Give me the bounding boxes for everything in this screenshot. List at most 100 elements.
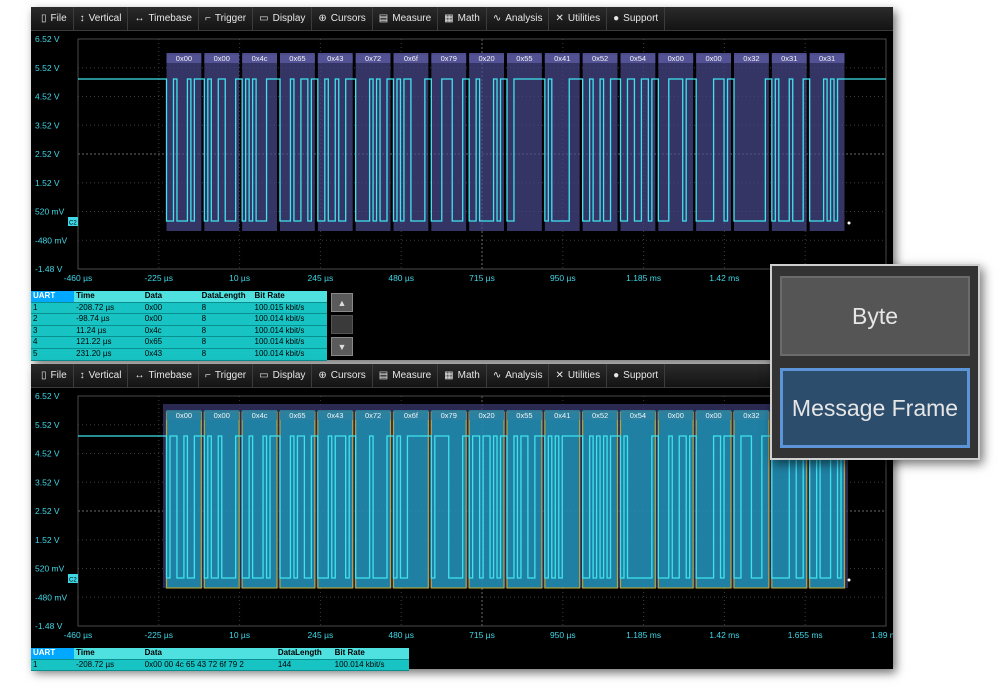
menu-label: Utilities (567, 13, 601, 24)
menu-trigger[interactable]: ⌐ Trigger (199, 6, 254, 31)
byte-segment[interactable]: 0x00 (658, 53, 694, 231)
byte-segment[interactable]: 0x54 (619, 410, 656, 589)
column-header[interactable]: UART (31, 648, 75, 659)
byte-segment[interactable]: 0x4c (242, 53, 277, 231)
x-tick-label: 1.42 ms (709, 273, 739, 283)
table-row[interactable]: 3 11.24 µs 0x4c 8 100.014 kbit/s (31, 326, 327, 338)
plot-border (77, 395, 887, 627)
table-cell: 3 (33, 325, 38, 335)
table-row[interactable]: 2 -98.74 µs 0x00 8 100.014 kbit/s (31, 314, 327, 326)
utilities-icon: ✕ (555, 13, 564, 24)
menu-file[interactable]: ▯ File (35, 363, 74, 388)
column-header[interactable]: Time (76, 648, 95, 657)
column-header[interactable]: Bit Rate (254, 291, 285, 300)
menu-utilities[interactable]: ✕ Utilities (549, 6, 608, 31)
signal-trace (78, 435, 886, 579)
menu-display[interactable]: ▭ Display (253, 363, 313, 388)
byte-segment[interactable]: 0x00 (204, 53, 240, 231)
x-tick-label: -225 µs (145, 630, 174, 640)
byte-segment[interactable]: 0x00 (657, 410, 694, 589)
menu-label: Analysis (505, 370, 543, 381)
column-header[interactable]: Data (144, 291, 163, 300)
menu-support[interactable]: ● Support (607, 363, 666, 388)
table-cell: 0x00 (144, 314, 163, 324)
menu-support[interactable]: ● Support (607, 6, 666, 31)
byte-label: 0x32 (743, 54, 759, 63)
byte-label: 0x72 (365, 54, 381, 63)
column-header[interactable]: UART (31, 291, 75, 302)
plot-border (77, 38, 887, 270)
byte-segment[interactable]: 0x6f (392, 410, 429, 589)
menu-math[interactable]: ▦ Math (438, 6, 487, 31)
y-tick-label: 5.52 V (35, 420, 60, 430)
menu-label: Display (272, 370, 306, 381)
menu-utilities[interactable]: ✕ Utilities (549, 363, 608, 388)
menu-measure[interactable]: ▤ Measure (373, 363, 439, 388)
menu-timebase[interactable]: ↔ Timebase (128, 6, 199, 31)
table-cell: 1 (33, 302, 38, 312)
column-header[interactable]: Bit Rate (334, 648, 365, 657)
menu-analysis[interactable]: ∿ Analysis (487, 6, 550, 31)
byte-segment[interactable]: 0x00 (166, 53, 202, 231)
x-tick-label: 1.185 ms (626, 630, 661, 640)
y-tick-label: -1.48 V (35, 264, 63, 274)
waveform-area[interactable]: 6.52 V 5.52 V 4.52 V 3.52 V 2.52 V 1.52 V 520 … (31, 31, 893, 291)
byte-segment[interactable]: 0x20 (468, 410, 505, 589)
menu-cursors[interactable]: ⊕ Cursors (312, 6, 373, 31)
column-header[interactable]: DataLength (201, 291, 246, 300)
byte-segment[interactable]: 0x4c (241, 410, 278, 589)
byte-segment[interactable]: 0x41 (544, 53, 580, 231)
menu-vertical[interactable]: ↕ Vertical (74, 363, 129, 388)
scroll-down-button[interactable]: ▼ (331, 337, 353, 356)
scroll-track[interactable] (331, 315, 353, 334)
menu-timebase[interactable]: ↔ Timebase (128, 363, 199, 388)
menu-label: Math (457, 13, 480, 24)
byte-segment[interactable]: 0x55 (507, 53, 542, 231)
waveform-area[interactable]: 6.52 V 5.52 V 4.52 V 3.52 V 2.52 V 1.52 V 520 … (31, 388, 893, 648)
byte-label: 0x00 (176, 411, 192, 420)
byte-segment[interactable]: 0x54 (620, 53, 656, 231)
byte-segment[interactable]: 0x65 (280, 53, 315, 231)
menu-vertical[interactable]: ↕ Vertical (74, 6, 129, 31)
decode-table[interactable]: UART Time Data DataLength Bit Rate 1 -208.72 µ… (31, 291, 327, 361)
column-header[interactable]: DataLength (277, 648, 322, 657)
support-icon: ● (613, 13, 620, 24)
decode-table[interactable]: UART Time Data DataLength Bit Rate 1 -208.72 µ… (31, 648, 409, 672)
scroll-up-button[interactable]: ▲ (331, 293, 353, 312)
table-cell: 231.20 µs (76, 348, 112, 358)
byte-button[interactable]: Byte (780, 276, 970, 356)
scope-frame-view: ▯ File ↕ Vertical ↔ Timebase ⌐ Trigger ▭ Display ⊕… (31, 363, 893, 672)
file-icon: ▯ (41, 13, 47, 24)
cursors-icon: ⊕ (318, 370, 327, 381)
byte-segment[interactable]: 0x32 (734, 53, 769, 231)
byte-segment[interactable]: 0x55 (506, 410, 543, 589)
table-row[interactable]: 1 -208.72 µs 0x00 00 4c 65 43 72 6f 79 2 14… (31, 660, 409, 672)
table-row[interactable]: 1 -208.72 µs 0x00 8 100.015 kbit/s (31, 303, 327, 315)
y-tick-label: 3.52 V (35, 477, 60, 487)
menu-math[interactable]: ▦ Math (438, 363, 487, 388)
byte-segment[interactable]: 0x20 (469, 53, 504, 231)
byte-segment[interactable]: 0x79 (431, 53, 467, 231)
byte-label: 0x6f (404, 411, 419, 420)
menu-trigger[interactable]: ⌐ Trigger (199, 363, 254, 388)
menu-label: Display (272, 13, 306, 24)
y-tick-label: 1.52 V (35, 535, 60, 545)
byte-label: 0x65 (289, 54, 305, 63)
byte-label: 0x55 (516, 411, 532, 420)
column-header[interactable]: Time (76, 291, 95, 300)
menu-analysis[interactable]: ∿ Analysis (487, 363, 550, 388)
menu-label: Trigger (214, 13, 247, 24)
column-header[interactable]: Data (144, 648, 162, 657)
channel-badge: C2 (68, 217, 78, 227)
table-row[interactable]: 5 231.20 µs 0x43 8 100.014 kbit/s (31, 349, 327, 361)
menu-display[interactable]: ▭ Display (253, 6, 313, 31)
chevron-down-icon: ▼ (337, 341, 347, 352)
table-row[interactable]: 4 121.22 µs 0x65 8 100.014 kbit/s (31, 337, 327, 349)
menu-file[interactable]: ▯ File (35, 6, 74, 31)
byte-label: 0x65 (289, 411, 305, 420)
menu-measure[interactable]: ▤ Measure (373, 6, 439, 31)
table-cell: 4 (33, 337, 38, 347)
menu-cursors[interactable]: ⊕ Cursors (312, 363, 373, 388)
message-frame-button[interactable]: Message Frame (780, 368, 970, 448)
byte-label: 0x00 (214, 54, 230, 63)
